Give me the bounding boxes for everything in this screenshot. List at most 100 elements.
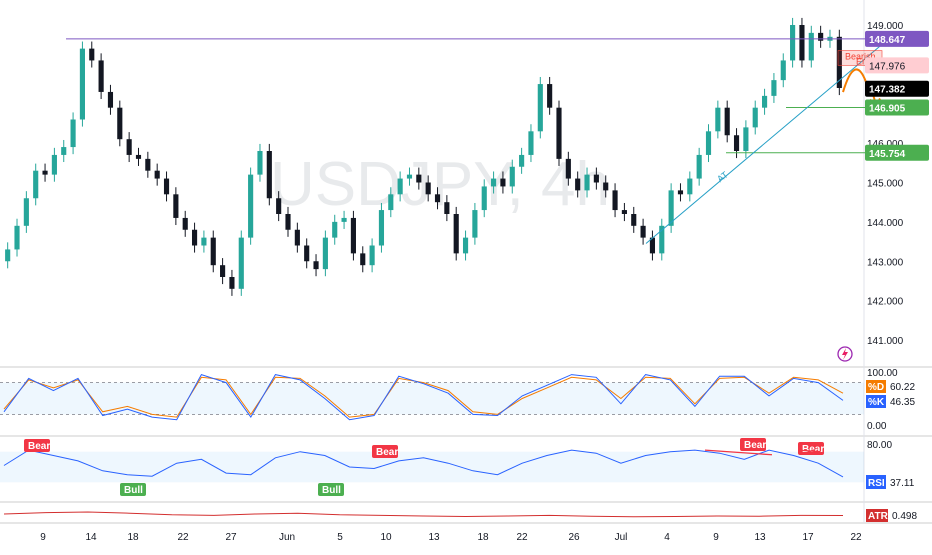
candle-body xyxy=(51,154,57,175)
support2-price-tag-bg xyxy=(865,144,929,161)
candle-body xyxy=(500,178,506,187)
candle-body xyxy=(481,186,487,211)
rsi-tick: 80.00 xyxy=(867,440,892,451)
atr-label: ATR xyxy=(868,511,889,522)
rsi-line xyxy=(3,449,844,478)
entry-price-tag-bg xyxy=(865,57,929,74)
candle-body xyxy=(771,80,777,96)
stoch-k-line xyxy=(3,373,844,421)
bear-signal-tag xyxy=(740,438,766,451)
resistance-price-tag: 148.647 xyxy=(869,35,906,46)
candle-body xyxy=(248,174,254,238)
candle-body xyxy=(612,190,618,211)
bear-signal-tag xyxy=(24,439,50,452)
candle-body xyxy=(818,32,824,41)
candle-body xyxy=(79,48,85,120)
candle-body xyxy=(220,265,226,277)
price-tick: 146.000 xyxy=(867,139,904,150)
candle-body xyxy=(322,237,328,270)
time-tick: 27 xyxy=(225,532,237,543)
candle-body xyxy=(687,178,693,195)
bull-signal-label: Bull xyxy=(322,485,341,496)
price-tick: 143.000 xyxy=(867,257,904,268)
candle-body xyxy=(304,245,310,262)
time-tick: 13 xyxy=(754,532,766,543)
candle-body xyxy=(752,107,758,128)
price-tick: 144.000 xyxy=(867,218,904,229)
stoch-d-label: %D xyxy=(868,382,884,393)
candle-body xyxy=(659,225,665,254)
rsi-band xyxy=(0,451,864,483)
candle-body xyxy=(790,25,796,61)
candle-body xyxy=(378,210,385,246)
time-tick: 9 xyxy=(713,532,719,543)
bearish-zone-label: Bearish xyxy=(845,52,876,62)
candle-body xyxy=(556,107,562,159)
bear-signal-label: Bear xyxy=(744,440,766,451)
candle-body xyxy=(23,198,29,226)
candle-body xyxy=(173,194,179,218)
candle-body xyxy=(126,139,132,155)
time-tick: 22 xyxy=(850,532,862,543)
candle-body xyxy=(229,277,235,289)
rsi-divergence-line xyxy=(797,449,821,453)
candle-body xyxy=(547,84,553,108)
candle-body xyxy=(332,221,338,238)
candle-body xyxy=(313,261,319,270)
candle-body xyxy=(434,194,441,203)
candle-body xyxy=(397,178,403,195)
candle-body xyxy=(631,214,637,226)
bear-signal-tag xyxy=(372,445,398,458)
time-tick: 5 xyxy=(337,532,343,543)
time-tick: 14 xyxy=(85,532,97,543)
candle-body xyxy=(350,217,356,254)
atr-line xyxy=(3,511,844,518)
time-tick: 17 xyxy=(802,532,814,543)
candle-body xyxy=(266,151,272,199)
candle-body xyxy=(14,225,20,250)
candle-body xyxy=(509,166,515,187)
rsi-label: RSI xyxy=(868,478,885,489)
time-tick: 13 xyxy=(428,532,440,543)
candle-body xyxy=(640,225,646,238)
candle-body xyxy=(42,170,48,175)
trendline xyxy=(645,42,885,244)
support1-price-tag-bg xyxy=(865,99,929,116)
entry-price-tag: 147.976 xyxy=(869,61,906,72)
bear-signal-label: Bear xyxy=(376,447,398,458)
lightning-icon[interactable] xyxy=(837,346,853,362)
candle-body xyxy=(724,107,730,136)
candle-body xyxy=(762,95,768,108)
time-tick: 9 xyxy=(40,532,46,543)
candle-body xyxy=(565,158,571,179)
candle-body xyxy=(201,237,207,246)
price-axis[interactable]: 149.000148.000147.000146.000145.000144.0… xyxy=(865,21,929,347)
candle-body xyxy=(799,25,805,61)
time-tick: 26 xyxy=(568,532,580,543)
atr-value: 0.498 xyxy=(892,511,917,522)
candle-body xyxy=(145,158,151,171)
candle-body xyxy=(836,36,842,88)
candle-body xyxy=(294,229,300,246)
candle-body xyxy=(135,154,142,159)
time-tick: 18 xyxy=(477,532,489,543)
candle-body xyxy=(649,237,656,254)
bull-signal-tag xyxy=(120,483,146,496)
candle-body xyxy=(98,60,104,92)
candle-body xyxy=(360,253,366,266)
time-axis[interactable]: 9 14 18 22 27 Jun 5 10 13 18 22 26 Jul 4 9 13 17 22 xyxy=(40,532,862,543)
candle-body xyxy=(453,214,459,254)
candle-body xyxy=(705,131,712,155)
time-tick: 10 xyxy=(380,532,392,543)
price-tick: 142.000 xyxy=(867,297,904,308)
candle-body xyxy=(70,119,76,148)
candles-layer xyxy=(5,17,842,296)
time-tick: 22 xyxy=(516,532,528,543)
stoch-d-tag-bg xyxy=(866,380,886,393)
candle-body xyxy=(519,154,525,167)
price-tick: 141.000 xyxy=(867,336,904,347)
price-tick: 149.000 xyxy=(867,21,904,32)
bull-signal-tag xyxy=(318,483,344,496)
resistance-price-tag-bg xyxy=(865,30,929,47)
